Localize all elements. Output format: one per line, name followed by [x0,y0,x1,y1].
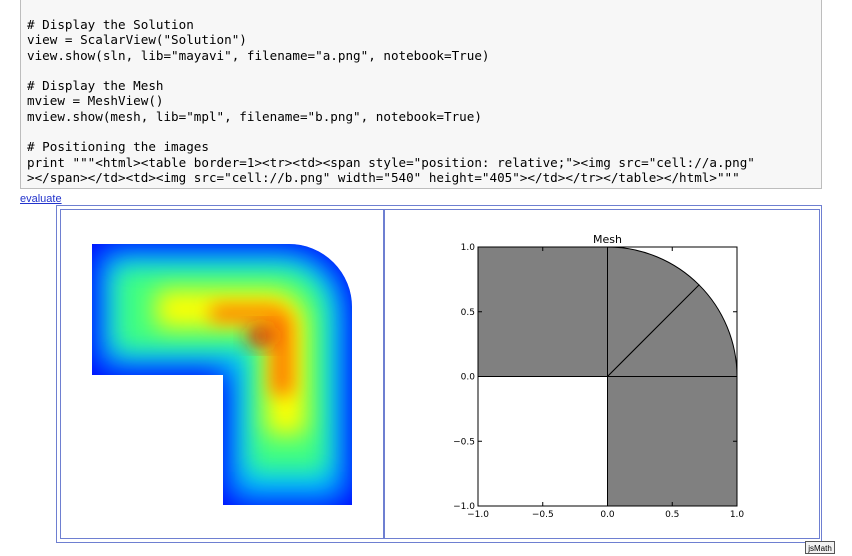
x-tick-label: −1.0 [467,510,489,520]
solution-colormap [92,243,353,505]
code-line: # Positioning the images [27,139,209,155]
element-top-left [477,246,608,377]
x-tick-label: −0.5 [532,510,554,520]
code-line: # Display the Solution [27,17,194,32]
y-tick-label: 0.0 [461,373,476,383]
output-table: −1.0 −0.5 0.0 0.5 1.0 1.0 0.5 0.0 −0.5 −1.0 Mesh [56,205,822,543]
x-tick-label: 0.5 [665,510,679,520]
code-line: view = ScalarView("Solution") [27,32,247,48]
evaluate-link[interactable]: evaluate [20,193,62,205]
y-tick-label: 1.0 [461,243,476,253]
code-text[interactable]: # Display the Solution view = ScalarView… [27,17,755,185]
code-line: print """<html><table border=1><tr><td><… [27,154,755,170]
y-tick-label: 0.5 [461,308,475,318]
mesh-plot: −1.0 −0.5 0.0 0.5 1.0 1.0 0.5 0.0 −0.5 −1.0 Mesh [453,233,745,520]
mesh-title: Mesh [593,233,622,246]
x-tick-label: 0.0 [600,510,615,520]
element-bottom-right [607,376,738,507]
x-tick-label: 1.0 [730,510,745,520]
solution-image-cell [60,209,384,539]
code-line: view.show(sln, lib="mayavi", filename="a… [27,47,490,63]
jsmath-button[interactable]: jsMath [805,541,835,554]
mesh-image-cell: −1.0 −0.5 0.0 0.5 1.0 1.0 0.5 0.0 −0.5 −1.0 Mesh [384,209,820,539]
code-line: # Display the Mesh [27,78,164,94]
code-input-cell[interactable]: # Display the Solution view = ScalarView… [20,0,822,189]
code-line: mview.show(mesh, lib="mpl", filename="b.… [27,108,482,124]
code-line: mview = MeshView() [27,93,164,109]
solution-plot [92,243,353,505]
y-tick-label: −1.0 [453,502,475,512]
y-tick-label: −0.5 [453,437,475,447]
code-line: ></span></td><td><img src="cell://b.png"… [27,169,740,185]
